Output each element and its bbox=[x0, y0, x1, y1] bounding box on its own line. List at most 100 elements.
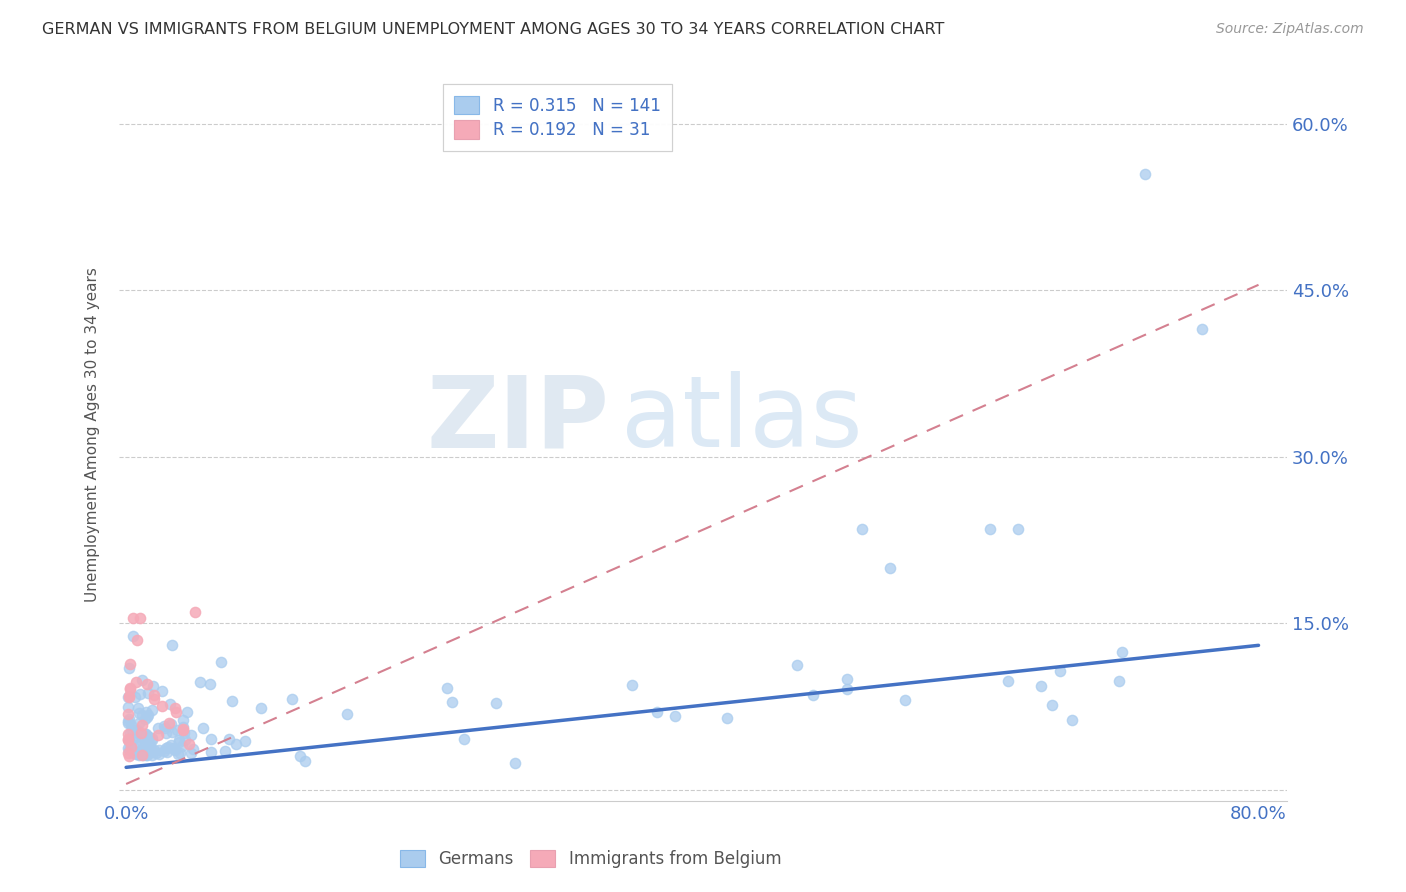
Text: Source: ZipAtlas.com: Source: ZipAtlas.com bbox=[1216, 22, 1364, 37]
Point bbox=[440, 695, 463, 709]
Point bbox=[124, 747, 146, 761]
Text: ZIP: ZIP bbox=[426, 371, 610, 468]
Point bbox=[879, 560, 901, 574]
Point bbox=[174, 733, 197, 747]
Point bbox=[118, 726, 141, 740]
Point bbox=[173, 726, 195, 740]
Point bbox=[120, 738, 142, 752]
Point bbox=[250, 701, 273, 715]
Point bbox=[218, 731, 240, 746]
Point bbox=[453, 731, 475, 746]
Point bbox=[1040, 698, 1063, 712]
Point bbox=[134, 743, 156, 757]
Point bbox=[165, 743, 187, 757]
Point bbox=[664, 709, 686, 723]
Point bbox=[167, 747, 190, 761]
Point bbox=[117, 707, 139, 722]
Point bbox=[124, 690, 146, 705]
Point bbox=[209, 656, 232, 670]
Point bbox=[176, 705, 198, 719]
Point bbox=[128, 747, 150, 762]
Point bbox=[503, 756, 526, 771]
Point bbox=[136, 744, 159, 758]
Point bbox=[117, 732, 139, 747]
Point bbox=[288, 749, 311, 764]
Point bbox=[117, 741, 139, 756]
Point bbox=[118, 749, 141, 764]
Point bbox=[155, 721, 177, 735]
Point bbox=[160, 738, 183, 752]
Point bbox=[131, 747, 153, 762]
Point bbox=[138, 740, 160, 755]
Point bbox=[1049, 665, 1071, 679]
Point bbox=[979, 522, 1001, 536]
Point bbox=[146, 728, 169, 742]
Point bbox=[436, 681, 458, 695]
Point bbox=[122, 629, 145, 643]
Point bbox=[835, 673, 858, 687]
Point bbox=[121, 723, 143, 737]
Point bbox=[129, 688, 152, 702]
Point bbox=[138, 738, 160, 752]
Point bbox=[135, 730, 157, 744]
Point bbox=[485, 696, 508, 710]
Point bbox=[159, 698, 181, 712]
Point bbox=[184, 605, 207, 619]
Point bbox=[621, 677, 644, 691]
Point bbox=[172, 720, 194, 734]
Text: atlas: atlas bbox=[621, 371, 863, 468]
Point bbox=[225, 737, 247, 751]
Point bbox=[134, 737, 156, 751]
Point bbox=[159, 717, 181, 731]
Point bbox=[198, 677, 221, 691]
Point bbox=[645, 706, 668, 720]
Point bbox=[146, 721, 169, 735]
Point bbox=[118, 660, 141, 674]
Point bbox=[138, 708, 160, 723]
Point bbox=[141, 733, 163, 747]
Point bbox=[131, 708, 153, 723]
Point bbox=[136, 709, 159, 723]
Point bbox=[142, 679, 165, 693]
Point bbox=[294, 754, 316, 768]
Point bbox=[160, 638, 183, 652]
Point bbox=[141, 731, 163, 746]
Point bbox=[136, 742, 159, 756]
Point bbox=[117, 727, 139, 741]
Point bbox=[136, 686, 159, 700]
Point bbox=[117, 732, 139, 747]
Text: GERMAN VS IMMIGRANTS FROM BELGIUM UNEMPLOYMENT AMONG AGES 30 TO 34 YEARS CORRELA: GERMAN VS IMMIGRANTS FROM BELGIUM UNEMPL… bbox=[42, 22, 945, 37]
Point bbox=[118, 743, 141, 757]
Point bbox=[148, 747, 170, 761]
Point bbox=[221, 694, 243, 708]
Point bbox=[135, 705, 157, 719]
Point bbox=[143, 688, 166, 702]
Point bbox=[172, 713, 194, 727]
Point bbox=[193, 721, 215, 735]
Point bbox=[166, 723, 188, 737]
Point bbox=[118, 657, 141, 671]
Y-axis label: Unemployment Among Ages 30 to 34 years: Unemployment Among Ages 30 to 34 years bbox=[86, 267, 100, 602]
Point bbox=[141, 747, 163, 762]
Point bbox=[127, 745, 149, 759]
Point bbox=[200, 731, 222, 746]
Point bbox=[145, 747, 167, 761]
Point bbox=[139, 744, 162, 758]
Point bbox=[136, 745, 159, 759]
Point bbox=[214, 744, 236, 758]
Point bbox=[128, 738, 150, 752]
Point bbox=[157, 716, 180, 731]
Point bbox=[172, 723, 194, 738]
Point bbox=[132, 744, 155, 758]
Point bbox=[163, 740, 186, 755]
Point bbox=[172, 739, 194, 753]
Point bbox=[128, 716, 150, 731]
Point bbox=[153, 744, 176, 758]
Point bbox=[336, 707, 359, 722]
Point bbox=[157, 739, 180, 754]
Point bbox=[148, 743, 170, 757]
Point bbox=[124, 731, 146, 745]
Point bbox=[169, 746, 191, 760]
Point bbox=[155, 725, 177, 739]
Point bbox=[134, 713, 156, 727]
